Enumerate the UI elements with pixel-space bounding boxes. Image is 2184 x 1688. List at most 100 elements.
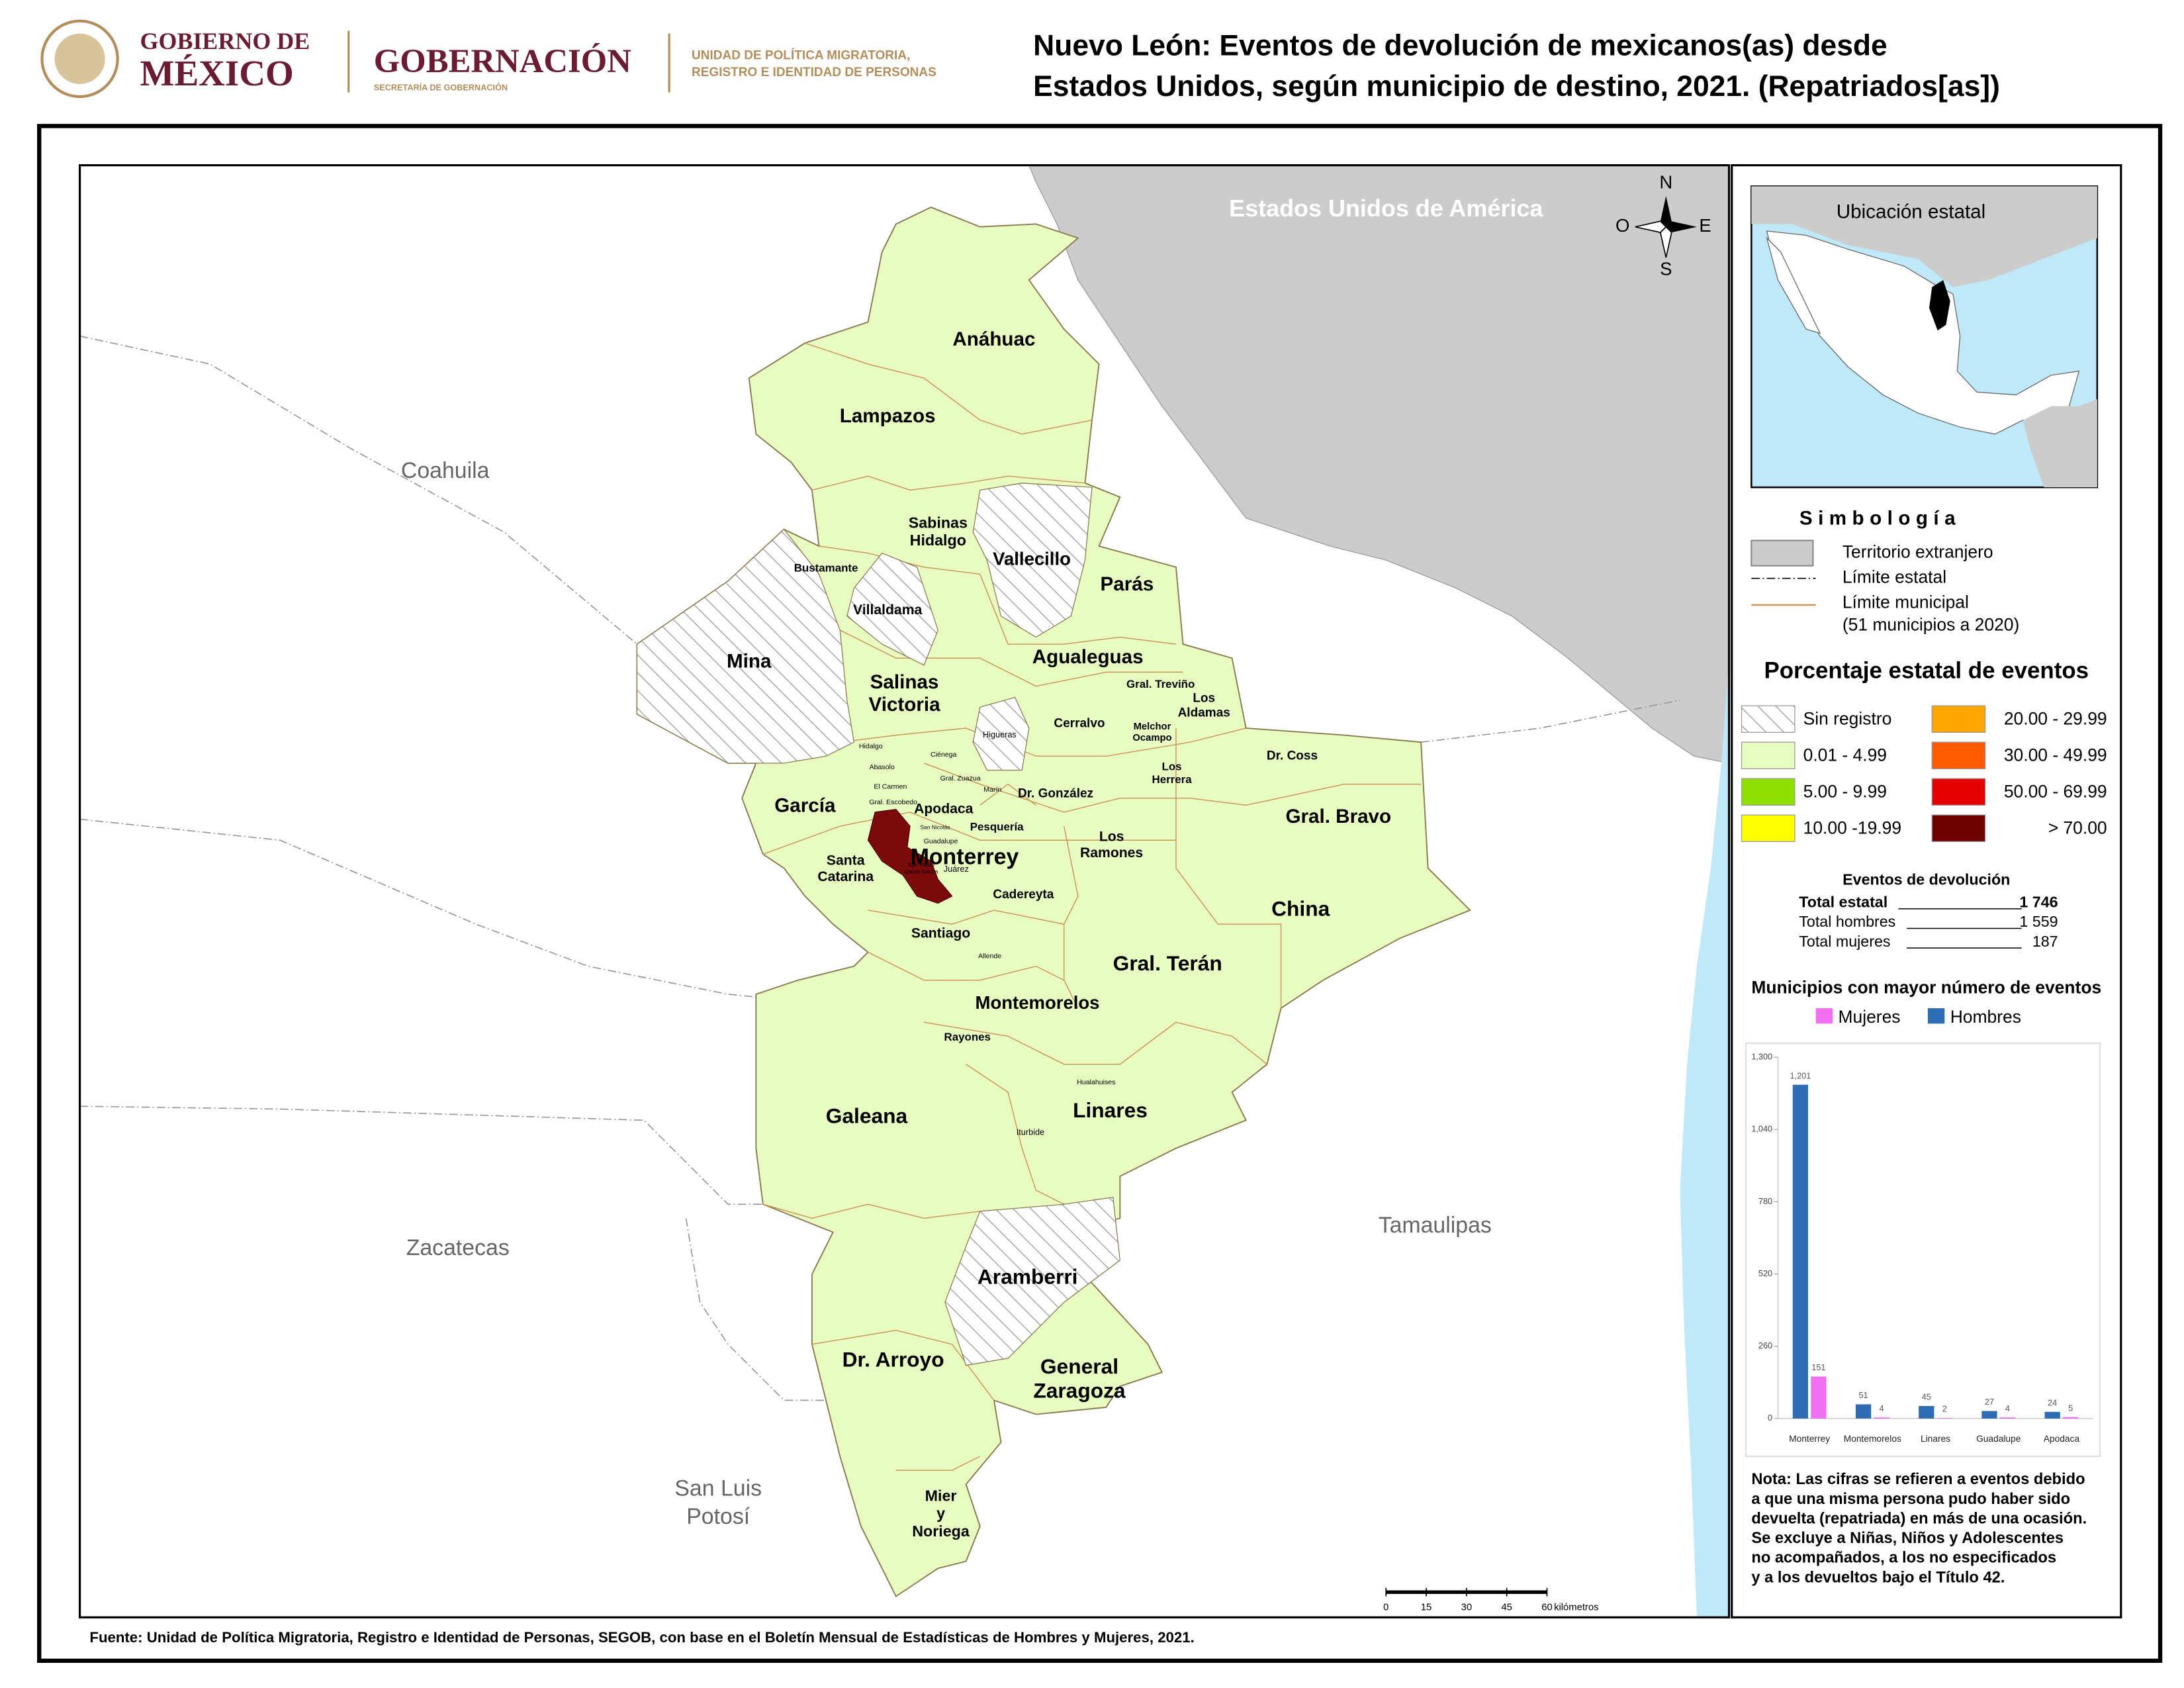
- bar: [1792, 1084, 1809, 1419]
- note-line: devuelta (repatriada) en más de una ocas…: [1751, 1510, 2087, 1527]
- class-label: 10.00 -19.99: [1803, 818, 1901, 837]
- bar: [1811, 1376, 1827, 1419]
- municipality-label: China: [1271, 896, 1330, 920]
- totals-title: Eventos de devolución: [1843, 871, 2010, 888]
- bar: [2044, 1411, 2060, 1419]
- municipality-label: García: [774, 794, 836, 816]
- compass: N S E O: [1615, 171, 1711, 279]
- municipality-label: El Carmen: [874, 783, 907, 791]
- class-label: 0.01 - 4.99: [1803, 745, 1887, 765]
- totals: Total estatal 1 746 Total hombres 1 559 Tota…: [1799, 894, 2058, 950]
- class-label: 5.00 - 9.99: [1803, 781, 1887, 801]
- y-tick-label: 780: [1758, 1197, 1772, 1206]
- municipality-label: Aramberri: [978, 1265, 1078, 1289]
- municipality-label: Sabinas: [909, 514, 968, 531]
- note-line: a que una misma persona pudo haber sido: [1751, 1491, 2070, 1508]
- class-swatch: [1931, 814, 1986, 842]
- bar: [1874, 1417, 1889, 1419]
- municipality-label: Salinas: [870, 671, 939, 693]
- municipality-label: Higueras: [983, 730, 1017, 739]
- municipal-limit: [762, 812, 1176, 855]
- chart-title: Municipios con mayor número de eventos: [1751, 977, 2101, 997]
- value-label: 27: [1985, 1397, 1994, 1407]
- emblem: [40, 19, 119, 99]
- municipality-label: Parás: [1101, 573, 1154, 595]
- value-label: 5: [2068, 1403, 2073, 1413]
- municipal-limit: [868, 951, 1065, 981]
- municipality-label: Bustamante: [794, 561, 858, 574]
- municipality-label: Gral. Terán: [1113, 951, 1222, 975]
- municipal-limit: [923, 763, 1422, 813]
- municipality-label: Los: [1162, 761, 1182, 773]
- municipality-label: Cadereyta: [993, 888, 1054, 902]
- municipal-limit: [840, 727, 1246, 757]
- legend-label: Mujeres: [1839, 1007, 1901, 1027]
- y-tick-label: 0: [1768, 1413, 1772, 1423]
- inset-title: Ubicación estatal: [1837, 201, 1985, 222]
- municipality-label: Marín: [983, 786, 1001, 794]
- value-label: 4: [2005, 1404, 2010, 1413]
- municipal-limit: [819, 545, 1177, 645]
- state-limit: [1421, 699, 1680, 743]
- municipality-label: Rayones: [944, 1031, 990, 1043]
- municipality-label: Lampazos: [840, 405, 936, 427]
- compass-east: E: [1699, 215, 1711, 236]
- map-frame: [78, 164, 1731, 1618]
- x-tick-label: Apodaca: [2044, 1434, 2080, 1444]
- villaldama-area: [846, 552, 938, 666]
- class-swatch: [1931, 778, 1986, 806]
- value-label: 45: [1922, 1393, 1931, 1402]
- total-value: 187: [2032, 933, 2058, 950]
- source: Fuente: Unidad de Política Migratoria, R…: [89, 1629, 1194, 1646]
- legend-swatch: [1927, 1008, 1945, 1024]
- class-swatch: [1931, 705, 1986, 733]
- municipal-limit: [805, 342, 1093, 435]
- classes-title: Porcentaje estatal de eventos: [1764, 658, 2089, 684]
- no-record-areas: [636, 483, 1120, 1366]
- gov-line2: MÉXICO: [140, 53, 294, 93]
- class-label: 20.00 - 29.99: [2004, 708, 2107, 728]
- municipality-label: Melchor: [1134, 722, 1171, 732]
- inset-mexico: [1766, 230, 2080, 435]
- note-line: Nota: Las cifras se refieren a eventos d…: [1751, 1471, 2085, 1488]
- y-tick-label: 1,300: [1751, 1052, 1772, 1061]
- municipality-label: Pesquería: [970, 821, 1024, 833]
- scale-unit: kilómetros: [1554, 1602, 1598, 1613]
- aramberri-area: [944, 1196, 1120, 1366]
- municipality-label: Linares: [1073, 1098, 1148, 1122]
- bar: [2063, 1417, 2079, 1419]
- emblem-core: [54, 33, 105, 84]
- title-line1: Nuevo León: Eventos de devolución de mex…: [1033, 30, 1888, 62]
- value-label: 2: [1942, 1405, 1947, 1414]
- class-legend: Sin registro 0.01 - 4.99 5.00 - 9.99 10.00 …: [1741, 705, 2107, 842]
- side-panel: Ubicación estatal Simbología Territorio …: [1731, 164, 2122, 1618]
- x-tick-label: Monterrey: [1789, 1434, 1830, 1444]
- municipality-label: Herrera: [1152, 773, 1192, 786]
- legend-item: (51 municipios a 2020): [1843, 615, 2019, 635]
- municipality-label: Dr. Arroyo: [842, 1348, 944, 1372]
- class-label: 50.00 - 69.99: [2004, 781, 2107, 801]
- municipality-label: Dr. Coss: [1267, 749, 1318, 763]
- municipal-limit: [924, 1021, 1267, 1065]
- note-line: y a los devueltos bajo el Título 42.: [1751, 1569, 2005, 1586]
- usa-territory: [1028, 164, 1730, 764]
- municipality-label: Victoria: [868, 694, 940, 716]
- higueras-area: [972, 696, 1030, 771]
- unit-line1: UNIDAD DE POLÍTICA MIGRATORIA,: [692, 48, 910, 63]
- monterrey-area: [867, 809, 953, 904]
- gov-line1: GOBIERNO DE: [140, 28, 310, 54]
- legend-label: Hombres: [1950, 1007, 2021, 1027]
- municipality-label: Montemorelos: [976, 992, 1100, 1013]
- total-name: Total estatal: [1799, 894, 1888, 911]
- unit-line2: REGISTRO E IDENTIDAD DE PERSONAS: [692, 66, 936, 79]
- municipality-label: Agualeguas: [1032, 646, 1144, 668]
- municipality-label: Anáhuac: [952, 328, 1035, 350]
- x-tick-label: Guadalupe: [1976, 1434, 2021, 1444]
- note-line: Se excluye a Niñas, Niños y Adolescentes: [1751, 1530, 2064, 1547]
- legend-item: Límite municipal: [1843, 592, 1969, 612]
- scale-tick-label: 45: [1501, 1602, 1512, 1613]
- neighbor-label: Coahuila: [401, 458, 490, 483]
- municipality-label: Mier: [925, 1487, 957, 1504]
